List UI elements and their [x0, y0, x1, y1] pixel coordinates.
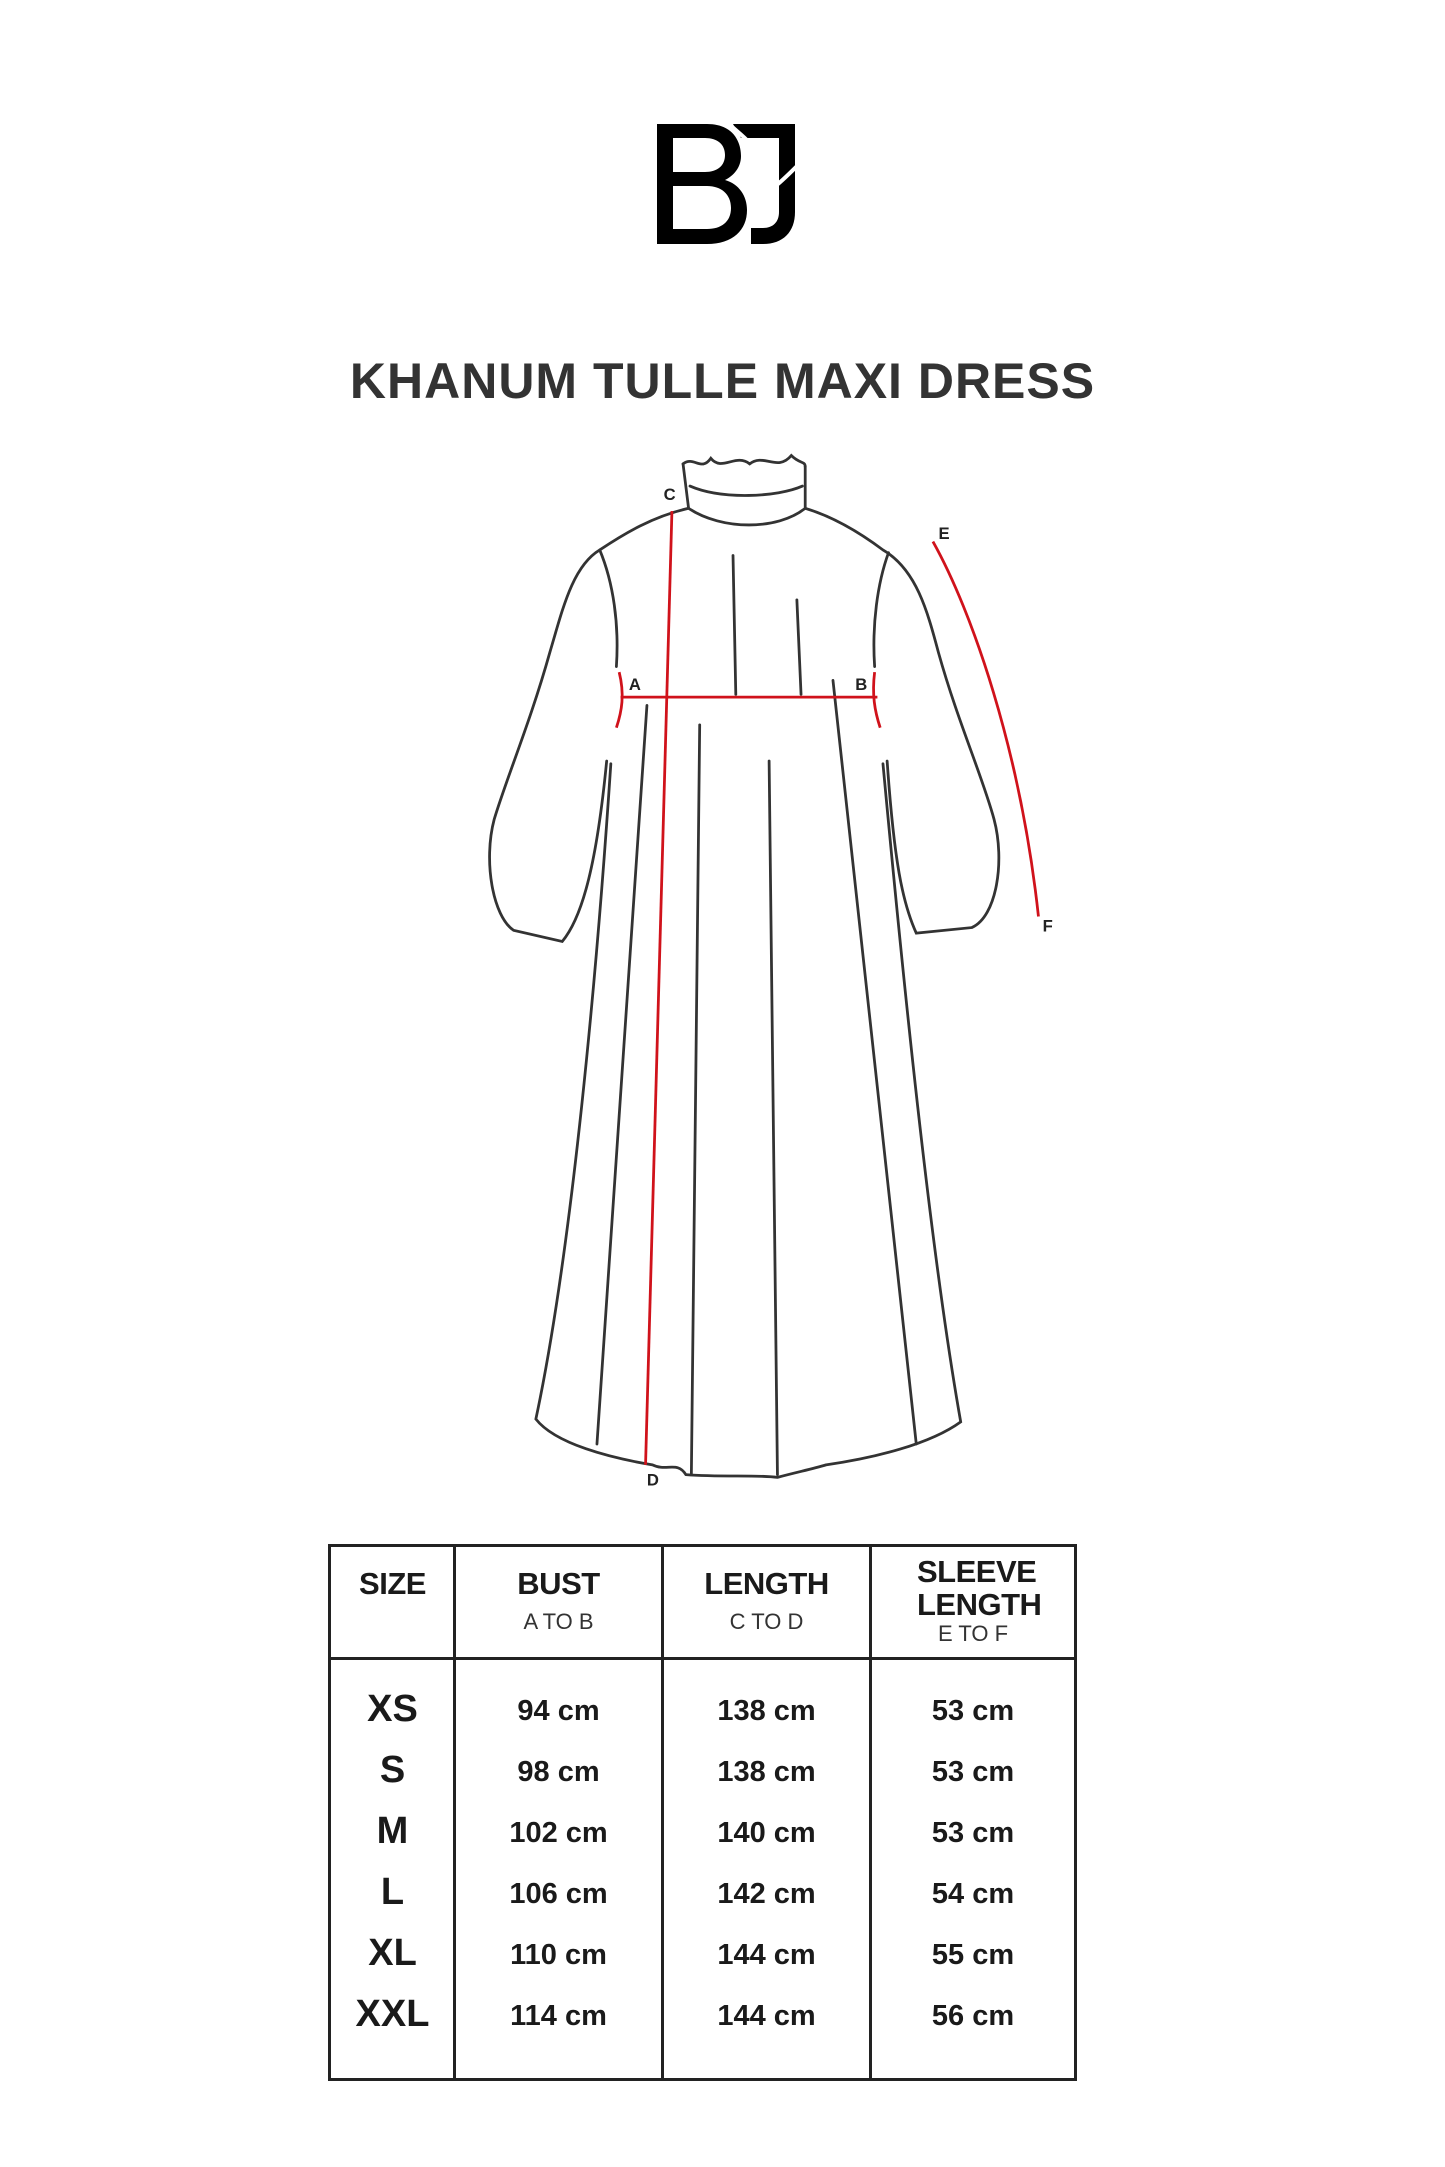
point-c-label: C: [664, 485, 676, 504]
bust-cell: 114 cm: [510, 2000, 607, 2032]
divider: [869, 1547, 872, 2078]
header-sleeve-sub: E TO F: [937, 1621, 1009, 1646]
bust-cell: 106 cm: [509, 1878, 608, 1910]
header-divider: [331, 1657, 1074, 1660]
bust-cell: 110 cm: [510, 1939, 607, 1971]
column-size: SIZE XS S M L XL XXL: [331, 1547, 454, 2078]
sleeve-cell: 53 cm: [931, 1817, 1015, 1849]
size-chart-table: SIZE XS S M L XL XXL BUST A TO B 94 cm 98…: [328, 1544, 1077, 2081]
size-cell: L: [380, 1871, 405, 1913]
size-cell: XS: [367, 1688, 418, 1730]
header-size: SIZE: [359, 1566, 426, 1601]
header-length-sub: C TO D: [729, 1609, 804, 1634]
column-bust: BUST A TO B 94 cm 98 cm 102 cm 106 cm 110…: [456, 1547, 661, 2078]
length-cell: 142 cm: [717, 1878, 816, 1910]
sleeve-cell: 54 cm: [931, 1878, 1015, 1910]
point-e-label: E: [938, 524, 949, 543]
sleeve-cell: 53 cm: [931, 1756, 1015, 1788]
sleeve-line: [931, 540, 1040, 917]
length-cell: 138 cm: [717, 1756, 816, 1788]
dress-diagram: A B C D E F: [488, 453, 1053, 1490]
sleeve-cell: 56 cm: [931, 2000, 1015, 2032]
size-cell: XL: [368, 1932, 417, 1974]
sleeve-cell: 55 cm: [931, 1939, 1015, 1971]
sleeve-cell: 53 cm: [931, 1695, 1015, 1727]
header-length: LENGTH: [704, 1566, 829, 1601]
page-title: KHANUM TULLE MAXI DRESS: [349, 353, 1096, 409]
point-d-label: D: [647, 1471, 659, 1490]
length-line: [644, 511, 674, 1465]
point-f-label: F: [1043, 917, 1053, 936]
column-length: LENGTH C TO D 138 cm 138 cm 140 cm 142 cm…: [664, 1547, 869, 2078]
length-cell: 140 cm: [717, 1817, 816, 1849]
bust-cell: 98 cm: [517, 1756, 600, 1788]
point-a-label: A: [629, 675, 641, 694]
length-cell: 138 cm: [717, 1695, 816, 1727]
brand-logo: [657, 122, 797, 244]
size-cell: XXL: [355, 1993, 430, 2035]
size-cell: M: [376, 1810, 409, 1852]
column-sleeve: SLEEVE LENGTH E TO F 53 cm 53 cm 53 cm 54…: [872, 1547, 1074, 2078]
size-cell: S: [379, 1749, 406, 1791]
length-cell: 144 cm: [717, 1939, 816, 1971]
length-cell: 144 cm: [717, 2000, 816, 2032]
measurement-lines: [615, 511, 1040, 1465]
divider: [661, 1547, 664, 2078]
bust-cell: 102 cm: [509, 1817, 608, 1849]
dress-outline: [488, 453, 1001, 1479]
bust-cell: 94 cm: [517, 1695, 600, 1727]
point-b-label: B: [855, 675, 867, 694]
header-bust-sub: A TO B: [523, 1609, 594, 1634]
header-sleeve: SLEEVE LENGTH: [917, 1554, 1042, 1622]
header-bust: BUST: [517, 1566, 600, 1601]
divider: [453, 1547, 456, 2078]
